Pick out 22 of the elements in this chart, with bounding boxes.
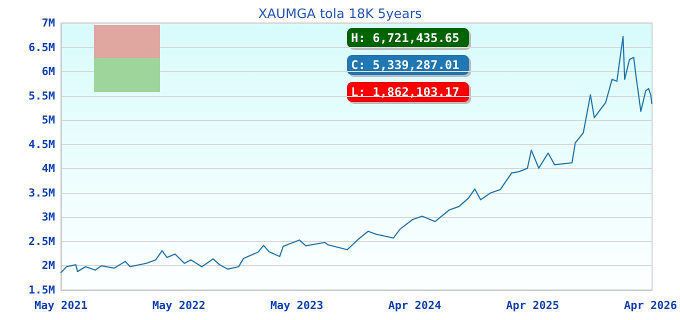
x-tick-label: May 2023 [270,299,324,312]
x-tick-label: May 2022 [152,299,206,312]
x-tick-label: Apr 2026 [624,299,678,312]
y-tick-label: 3.5M [28,186,56,200]
annotation: L: 1,862,103.17 [351,85,460,99]
annotation: H: 6,721,435.65 [351,31,460,45]
y-tick-label: 4M [42,162,56,176]
y-tick-label: 2M [42,259,56,272]
y-tick-label: 5M [42,114,56,127]
y-tick-label: 5.5M [28,89,56,102]
annotation: C: 5,339,287.01 [351,58,460,72]
y-tick-label: 6.5M [28,40,56,54]
x-tick-label: Apr 2025 [506,299,560,312]
y-tick-label: 7M [42,16,56,30]
x-tick-label: Apr 2024 [388,299,442,312]
y-tick-label: 4.5M [28,138,56,151]
y-tick-label: 6M [42,65,56,78]
y-tick-label: 3M [42,210,56,224]
chart-title: XAUMGA tola 18K 5years [258,7,422,22]
y-tick-label: 1.5M [28,284,56,296]
x-tick-label: May 2021 [34,299,88,312]
y-tick-label: 2.5M [28,234,56,248]
